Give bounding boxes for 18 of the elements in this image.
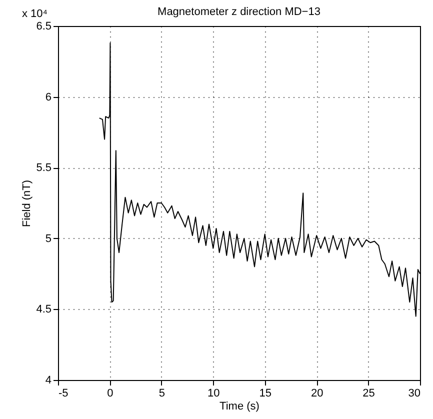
y-axis-title: Field (nT) [21, 180, 34, 228]
chart-title: Magnetometer z direction MD−13 [158, 6, 320, 18]
x-tick-label: 20 [310, 388, 324, 400]
text: x 10⁴ [22, 8, 48, 20]
x-tick-label: 30 [408, 388, 420, 400]
x-axis-title: Time (s) [220, 400, 260, 412]
y-tick-label: 4.5 [36, 304, 52, 316]
x-tick-label: 10 [208, 388, 220, 400]
x-tick-label: 0 [107, 388, 114, 400]
y-tick-label: 4 [45, 374, 52, 386]
x-tick-label: 5 [158, 388, 165, 400]
x-tick-label: 25 [362, 388, 375, 400]
y-tick-label: 5.5 [36, 162, 52, 174]
x-tick-label: -5 [58, 388, 68, 400]
y-tick-label: 6.5 [36, 20, 52, 32]
y-tick-label: 6 [45, 91, 52, 104]
y-tick-label: 5 [45, 232, 52, 245]
x-tick-label: 15 [259, 388, 272, 400]
